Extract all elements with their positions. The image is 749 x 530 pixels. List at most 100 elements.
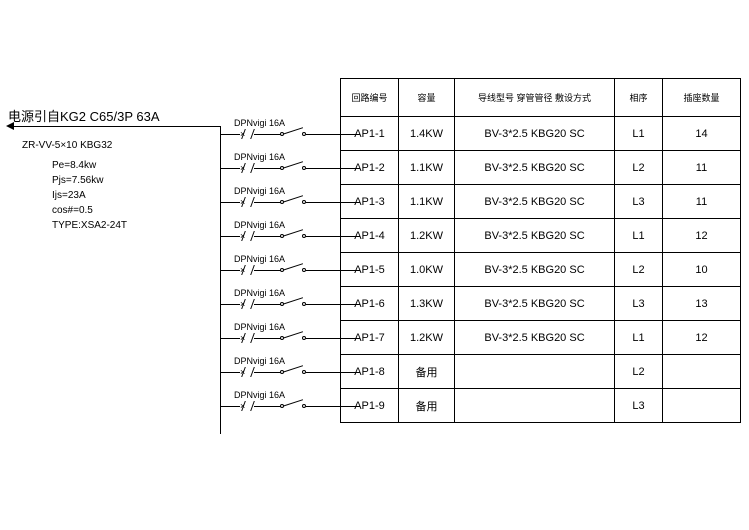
branch-seg2 — [254, 168, 282, 169]
breaker-label: DPNvigi 16A — [234, 288, 285, 298]
cell-count: 13 — [663, 287, 741, 321]
switch-node-icon — [280, 370, 284, 374]
cell-phase: L1 — [615, 117, 663, 151]
branch-seg1 — [220, 202, 240, 203]
cell-id: AP1-3 — [341, 185, 399, 219]
table-row: AP1-31.1KWBV-3*2.5 KBG20 SCL311 — [341, 185, 741, 219]
col-count: 插座数量 — [663, 79, 741, 117]
breaker-label: DPNvigi 16A — [234, 118, 285, 128]
cell-count — [663, 389, 741, 423]
switch-node-icon — [280, 268, 284, 272]
cell-wire: BV-3*2.5 KBG20 SC — [455, 151, 615, 185]
switch-icon — [282, 263, 303, 271]
param-type: TYPE:XSA2-24T — [52, 218, 127, 233]
cell-id: AP1-2 — [341, 151, 399, 185]
switch-icon — [282, 229, 303, 237]
table-header-row: 回路编号 容量 导线型号 穿管管径 敷设方式 相序 插座数量 — [341, 79, 741, 117]
switch-icon — [282, 399, 303, 407]
cell-count: 10 — [663, 253, 741, 287]
cell-wire — [455, 355, 615, 389]
breaker-label: DPNvigi 16A — [234, 322, 285, 332]
branch-seg2 — [254, 134, 282, 135]
vertical-bus — [220, 126, 221, 434]
fuse-cross-icon: × — [240, 367, 247, 377]
table-row: AP1-51.0KWBV-3*2.5 KBG20 SCL210 — [341, 253, 741, 287]
cell-id: AP1-4 — [341, 219, 399, 253]
branch-seg1 — [220, 236, 240, 237]
cell-phase: L3 — [615, 287, 663, 321]
cell-wire: BV-3*2.5 KBG20 SC — [455, 253, 615, 287]
cell-cap: 1.4KW — [399, 117, 455, 151]
cell-wire: BV-3*2.5 KBG20 SC — [455, 219, 615, 253]
diagram-canvas: 电源引自KG2 C65/3P 63A ZR-VV-5×10 KBG32 Pe=8… — [0, 0, 749, 530]
switch-node-icon — [280, 166, 284, 170]
fuse-cross-icon: × — [240, 163, 247, 173]
cell-id: AP1-8 — [341, 355, 399, 389]
fuse-cross-icon: × — [240, 129, 247, 139]
breaker-label: DPNvigi 16A — [234, 356, 285, 366]
circuit-table: 回路编号 容量 导线型号 穿管管径 敷设方式 相序 插座数量 AP1-11.4K… — [340, 78, 741, 423]
table-row: AP1-61.3KWBV-3*2.5 KBG20 SCL313 — [341, 287, 741, 321]
cell-cap: 备用 — [399, 355, 455, 389]
cell-id: AP1-1 — [341, 117, 399, 151]
table-row: AP1-8备用L2 — [341, 355, 741, 389]
branch-seg1 — [220, 372, 240, 373]
fuse-cross-icon: × — [240, 265, 247, 275]
branch-seg1 — [220, 134, 240, 135]
cell-wire: BV-3*2.5 KBG20 SC — [455, 287, 615, 321]
param-pjs: Pjs=7.56kw — [52, 173, 127, 188]
cell-cap: 1.0KW — [399, 253, 455, 287]
cell-id: AP1-9 — [341, 389, 399, 423]
switch-node-icon — [280, 302, 284, 306]
branch-seg1 — [220, 406, 240, 407]
switch-icon — [282, 195, 303, 203]
cell-cap: 1.2KW — [399, 219, 455, 253]
table-row: AP1-71.2KWBV-3*2.5 KBG20 SCL112 — [341, 321, 741, 355]
cell-phase: L1 — [615, 219, 663, 253]
source-label: 电源引自KG2 C65/3P 63A — [8, 106, 160, 125]
col-wire: 导线型号 穿管管径 敷设方式 — [455, 79, 615, 117]
cell-wire — [455, 389, 615, 423]
cell-phase: L3 — [615, 389, 663, 423]
table-row: AP1-9备用 L3 — [341, 389, 741, 423]
col-phase: 相序 — [615, 79, 663, 117]
breaker-label: DPNvigi 16A — [234, 220, 285, 230]
cell-count: 11 — [663, 151, 741, 185]
param-ijs: Ijs=23A — [52, 188, 127, 203]
cell-id: AP1-5 — [341, 253, 399, 287]
cell-cap: 备用 — [399, 389, 455, 423]
fuse-cross-icon: × — [240, 231, 247, 241]
table-row: AP1-11.4KWBV-3*2.5 KBG20 SCL114 — [341, 117, 741, 151]
cell-cap: 1.1KW — [399, 185, 455, 219]
branch-seg2 — [254, 236, 282, 237]
table-row: AP1-21.1KWBV-3*2.5 KBG20 SCL211 — [341, 151, 741, 185]
parameter-block: Pe=8.4kw Pjs=7.56kw Ijs=23A cos#=0.5 TYP… — [52, 158, 127, 233]
switch-icon — [282, 297, 303, 305]
cell-phase: L1 — [615, 321, 663, 355]
cell-count: 12 — [663, 321, 741, 355]
cell-id: AP1-6 — [341, 287, 399, 321]
cell-wire: BV-3*2.5 KBG20 SC — [455, 117, 615, 151]
table-body: AP1-11.4KWBV-3*2.5 KBG20 SCL114AP1-21.1K… — [341, 117, 741, 423]
switch-node-icon — [280, 200, 284, 204]
switch-node-icon — [280, 404, 284, 408]
table-row: AP1-41.2KWBV-3*2.5 KBG20 SCL112 — [341, 219, 741, 253]
switch-node-icon — [280, 132, 284, 136]
cell-wire: BV-3*2.5 KBG20 SC — [455, 185, 615, 219]
branch-seg2 — [254, 202, 282, 203]
branch-seg1 — [220, 304, 240, 305]
branch-seg1 — [220, 270, 240, 271]
branch-seg1 — [220, 168, 240, 169]
switch-icon — [282, 331, 303, 339]
cell-count — [663, 355, 741, 389]
param-cos: cos#=0.5 — [52, 203, 127, 218]
col-cap: 容量 — [399, 79, 455, 117]
col-id: 回路编号 — [341, 79, 399, 117]
breaker-label: DPNvigi 16A — [234, 152, 285, 162]
cell-id: AP1-7 — [341, 321, 399, 355]
branch-seg2 — [254, 304, 282, 305]
param-pe: Pe=8.4kw — [52, 158, 127, 173]
switch-icon — [282, 127, 303, 135]
breaker-label: DPNvigi 16A — [234, 186, 285, 196]
branch-seg2 — [254, 406, 282, 407]
